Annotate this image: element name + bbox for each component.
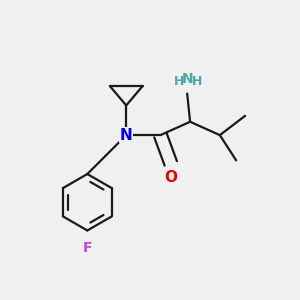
Text: N: N	[120, 128, 133, 142]
Text: F: F	[82, 241, 92, 255]
Text: O: O	[164, 170, 177, 185]
Text: N: N	[182, 72, 194, 86]
Text: H: H	[192, 75, 202, 88]
Text: H: H	[174, 75, 184, 88]
